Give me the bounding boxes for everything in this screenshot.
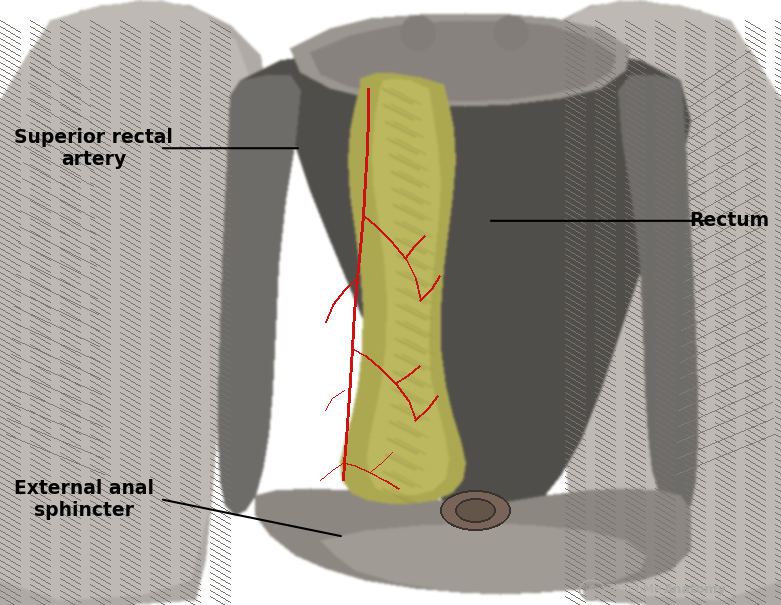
Text: ©: © — [587, 586, 597, 594]
Text: Rectum: Rectum — [689, 211, 769, 231]
Text: External anal
sphincter: External anal sphincter — [14, 479, 154, 520]
Text: Superior rectal
artery: Superior rectal artery — [14, 128, 173, 169]
Text: Anatomy: Anatomy — [664, 583, 726, 597]
Text: TeachMe: TeachMe — [607, 583, 662, 597]
